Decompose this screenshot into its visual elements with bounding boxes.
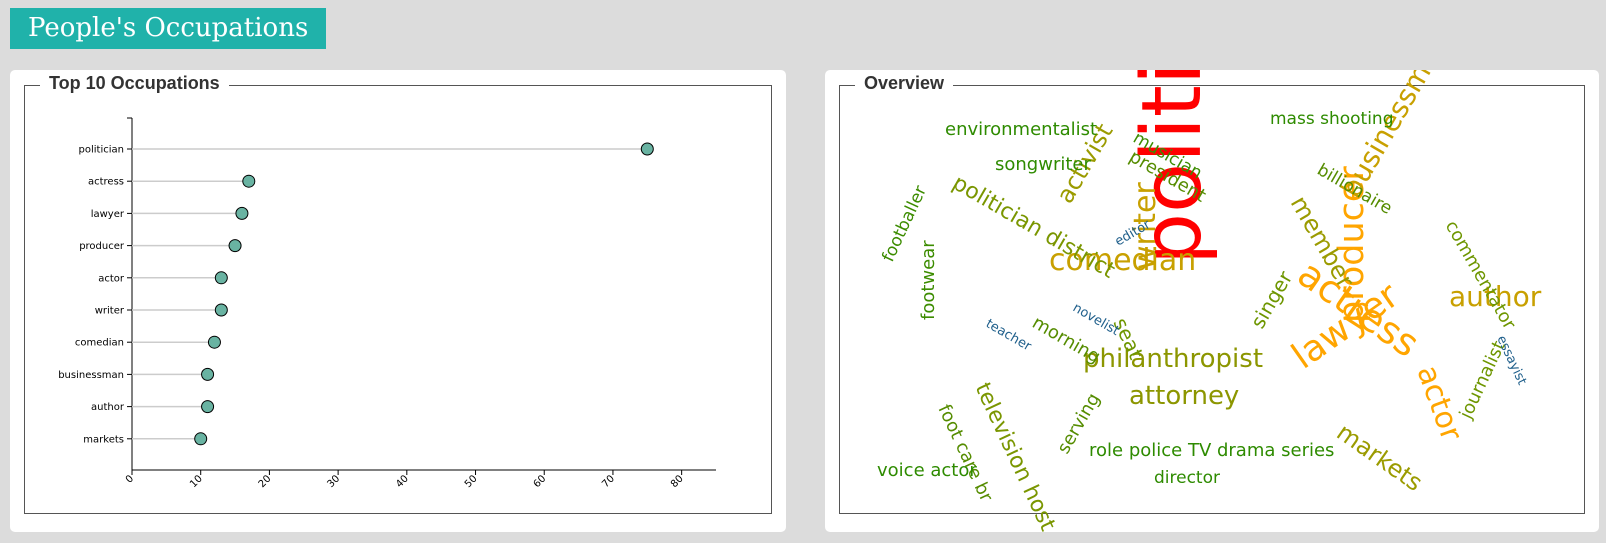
- y-tick-label: actor: [98, 273, 125, 284]
- y-tick-label: author: [91, 402, 125, 413]
- word-cloud-word: philanthropist: [1083, 344, 1263, 374]
- lollipop-chart: 0 10 20 30 40 50 60 70 80 politician actress lawyer…: [58, 117, 716, 490]
- x-tick-label: 20: [257, 473, 274, 490]
- word-cloud-word: author: [1449, 280, 1542, 313]
- lollipop-dot: [640, 142, 654, 156]
- word-cloud-word: producer: [1332, 166, 1372, 323]
- word-cloud-word: comedian: [1049, 243, 1196, 278]
- y-tick-label: markets: [83, 434, 124, 445]
- y-tick-label: comedian: [75, 338, 124, 349]
- y-tick-label: businessman: [58, 370, 124, 381]
- lollipop-dot: [207, 335, 221, 349]
- word-cloud-word: role police TV drama series: [1089, 440, 1334, 461]
- word-cloud-word: politician district: [948, 171, 1119, 284]
- fieldset-frame: [24, 85, 772, 514]
- lollipop-dot: [242, 174, 256, 188]
- x-tick-label: 10: [188, 473, 205, 490]
- lollipop-dot: [194, 432, 208, 446]
- word-cloud-word: politician: [1125, 70, 1220, 265]
- word-cloud-word: attorney: [1129, 381, 1239, 411]
- word-cloud-word: director: [1154, 468, 1220, 488]
- word-cloud-word: novelist: [1070, 300, 1122, 338]
- panel-legend-title: Overview: [855, 73, 954, 94]
- word-cloud-word: singer: [1246, 266, 1298, 332]
- lollipop-dot: [228, 239, 242, 253]
- y-tick-label: actress: [88, 177, 124, 188]
- word-cloud-word: markets: [1332, 418, 1428, 497]
- overview-panel: Overview politician actress lawyer producer…: [825, 70, 1599, 532]
- word-cloud: politicianactresslawyerproduceractorwrit…: [877, 70, 1542, 532]
- y-tick-label: lawyer: [91, 209, 125, 220]
- y-tick-label: politician: [79, 145, 124, 156]
- y-tick-label: producer: [79, 241, 125, 252]
- lollipop-dot: [201, 400, 215, 414]
- word-cloud-word: environmentalist: [945, 119, 1097, 140]
- word-cloud-word: voice actor: [877, 460, 977, 481]
- x-tick-label: 60: [532, 473, 549, 490]
- lollipop-dot: [214, 303, 228, 317]
- page-title: People's Occupations: [10, 8, 327, 49]
- word-cloud-word: mass shooting: [1270, 109, 1393, 129]
- x-tick-label: 50: [463, 473, 480, 490]
- lollipop-dot: [201, 367, 215, 381]
- word-cloud-word: commentator: [1441, 217, 1520, 334]
- word-cloud-word: writer: [1128, 182, 1163, 270]
- word-cloud-word: songwriter: [995, 154, 1091, 175]
- x-tick-label: 0: [124, 473, 136, 485]
- word-cloud-word: teacher: [983, 316, 1034, 354]
- top-occupations-panel: Top 10 Occupations 0 10 20 30 40 50 60 70 80 poli…: [10, 70, 786, 532]
- x-tick-label: 30: [325, 473, 342, 490]
- lollipop-dot: [214, 271, 228, 285]
- word-cloud-word: television host: [970, 379, 1061, 532]
- x-tick-label: 40: [394, 473, 411, 490]
- x-tick-label: 80: [669, 473, 686, 490]
- y-tick-label: writer: [95, 306, 125, 317]
- fieldset-frame: [839, 85, 1585, 514]
- panel-legend-title: Top 10 Occupations: [40, 73, 229, 94]
- x-tick-label: 70: [600, 473, 617, 490]
- lollipop-dot: [235, 206, 249, 220]
- word-cloud-word: footwear: [918, 240, 939, 320]
